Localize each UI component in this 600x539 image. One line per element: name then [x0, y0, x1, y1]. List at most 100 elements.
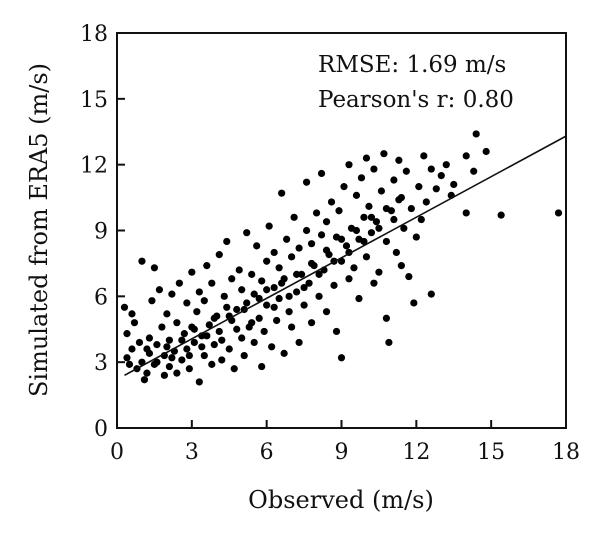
data-point — [273, 316, 281, 325]
data-point — [173, 369, 181, 377]
data-point — [357, 174, 366, 182]
data-point — [158, 323, 166, 331]
data-point — [380, 150, 388, 158]
data-point — [210, 341, 218, 349]
data-point — [322, 308, 331, 316]
data-point — [255, 314, 263, 322]
data-point — [315, 270, 323, 278]
data-point — [397, 193, 405, 202]
data-point — [554, 209, 563, 217]
data-point — [278, 189, 286, 197]
x-tick-label: 12 — [402, 440, 430, 465]
data-point — [148, 297, 156, 305]
data-point — [220, 292, 228, 300]
data-point — [138, 358, 146, 366]
data-point — [135, 338, 144, 347]
data-point — [200, 297, 208, 305]
data-point — [240, 351, 248, 360]
data-point — [208, 279, 216, 287]
data-point — [365, 202, 373, 210]
data-point — [218, 336, 226, 344]
data-point — [355, 294, 363, 303]
data-point — [390, 176, 398, 184]
data-point — [327, 198, 336, 206]
data-point — [145, 334, 154, 342]
x-tick-label: 3 — [185, 440, 199, 465]
x-axis-label: Observed (m/s) — [248, 486, 434, 514]
data-point — [263, 257, 271, 265]
data-point — [302, 226, 311, 235]
data-point — [442, 161, 450, 169]
data-point — [332, 327, 341, 336]
data-point — [228, 275, 236, 283]
data-point — [153, 358, 161, 366]
data-point — [370, 279, 378, 287]
data-point — [215, 327, 223, 336]
data-point — [190, 338, 198, 347]
data-point — [450, 180, 458, 189]
data-point — [198, 343, 206, 351]
data-point — [427, 290, 435, 298]
data-point — [288, 253, 296, 261]
data-point — [295, 338, 303, 347]
data-point — [275, 294, 283, 303]
data-point — [168, 290, 176, 298]
data-point — [367, 229, 376, 237]
data-point — [205, 321, 213, 329]
data-point — [402, 167, 410, 175]
data-point — [143, 345, 151, 353]
data-point — [190, 325, 198, 333]
data-point — [307, 259, 316, 268]
data-point — [293, 288, 301, 296]
data-point — [123, 330, 131, 338]
y-tick-label: 3 — [94, 351, 108, 376]
data-point — [362, 253, 371, 261]
data-point — [367, 213, 376, 221]
x-tick-label: 18 — [552, 440, 580, 465]
data-point — [270, 283, 278, 292]
data-point — [128, 310, 136, 318]
data-point — [165, 336, 173, 344]
x-tick-label: 0 — [110, 440, 124, 465]
data-point — [260, 327, 268, 336]
data-point — [238, 334, 246, 342]
data-point — [340, 183, 348, 191]
data-point — [243, 229, 251, 237]
data-point — [195, 378, 203, 386]
data-point — [370, 165, 378, 173]
data-point — [248, 319, 256, 327]
data-point — [462, 152, 470, 160]
data-point — [420, 152, 428, 160]
data-point — [337, 235, 346, 243]
data-point — [225, 345, 233, 353]
data-point — [263, 286, 271, 294]
data-point — [153, 341, 161, 349]
data-point — [173, 319, 181, 327]
data-point — [203, 262, 211, 270]
data-point — [285, 308, 293, 316]
data-point — [345, 161, 353, 169]
data-point — [300, 283, 308, 292]
data-point — [268, 343, 276, 351]
data-point — [415, 183, 423, 191]
data-point — [330, 281, 338, 289]
data-point — [300, 301, 308, 309]
data-point — [377, 187, 386, 195]
data-point — [360, 237, 368, 246]
data-point — [437, 172, 445, 180]
data-point — [375, 268, 383, 276]
regression-line — [124, 135, 567, 377]
data-point — [335, 207, 343, 215]
data-point — [278, 279, 286, 287]
data-point — [295, 244, 303, 252]
x-tick-label: 9 — [335, 440, 349, 465]
data-point — [248, 270, 256, 278]
y-tick-label: 0 — [94, 417, 108, 442]
data-point — [290, 213, 298, 221]
x-axis-ticks: 0 3 6 9 12 15 18 — [110, 420, 580, 465]
data-point — [120, 303, 129, 311]
data-point — [322, 218, 331, 226]
data-point — [317, 231, 326, 239]
data-point — [385, 338, 393, 347]
